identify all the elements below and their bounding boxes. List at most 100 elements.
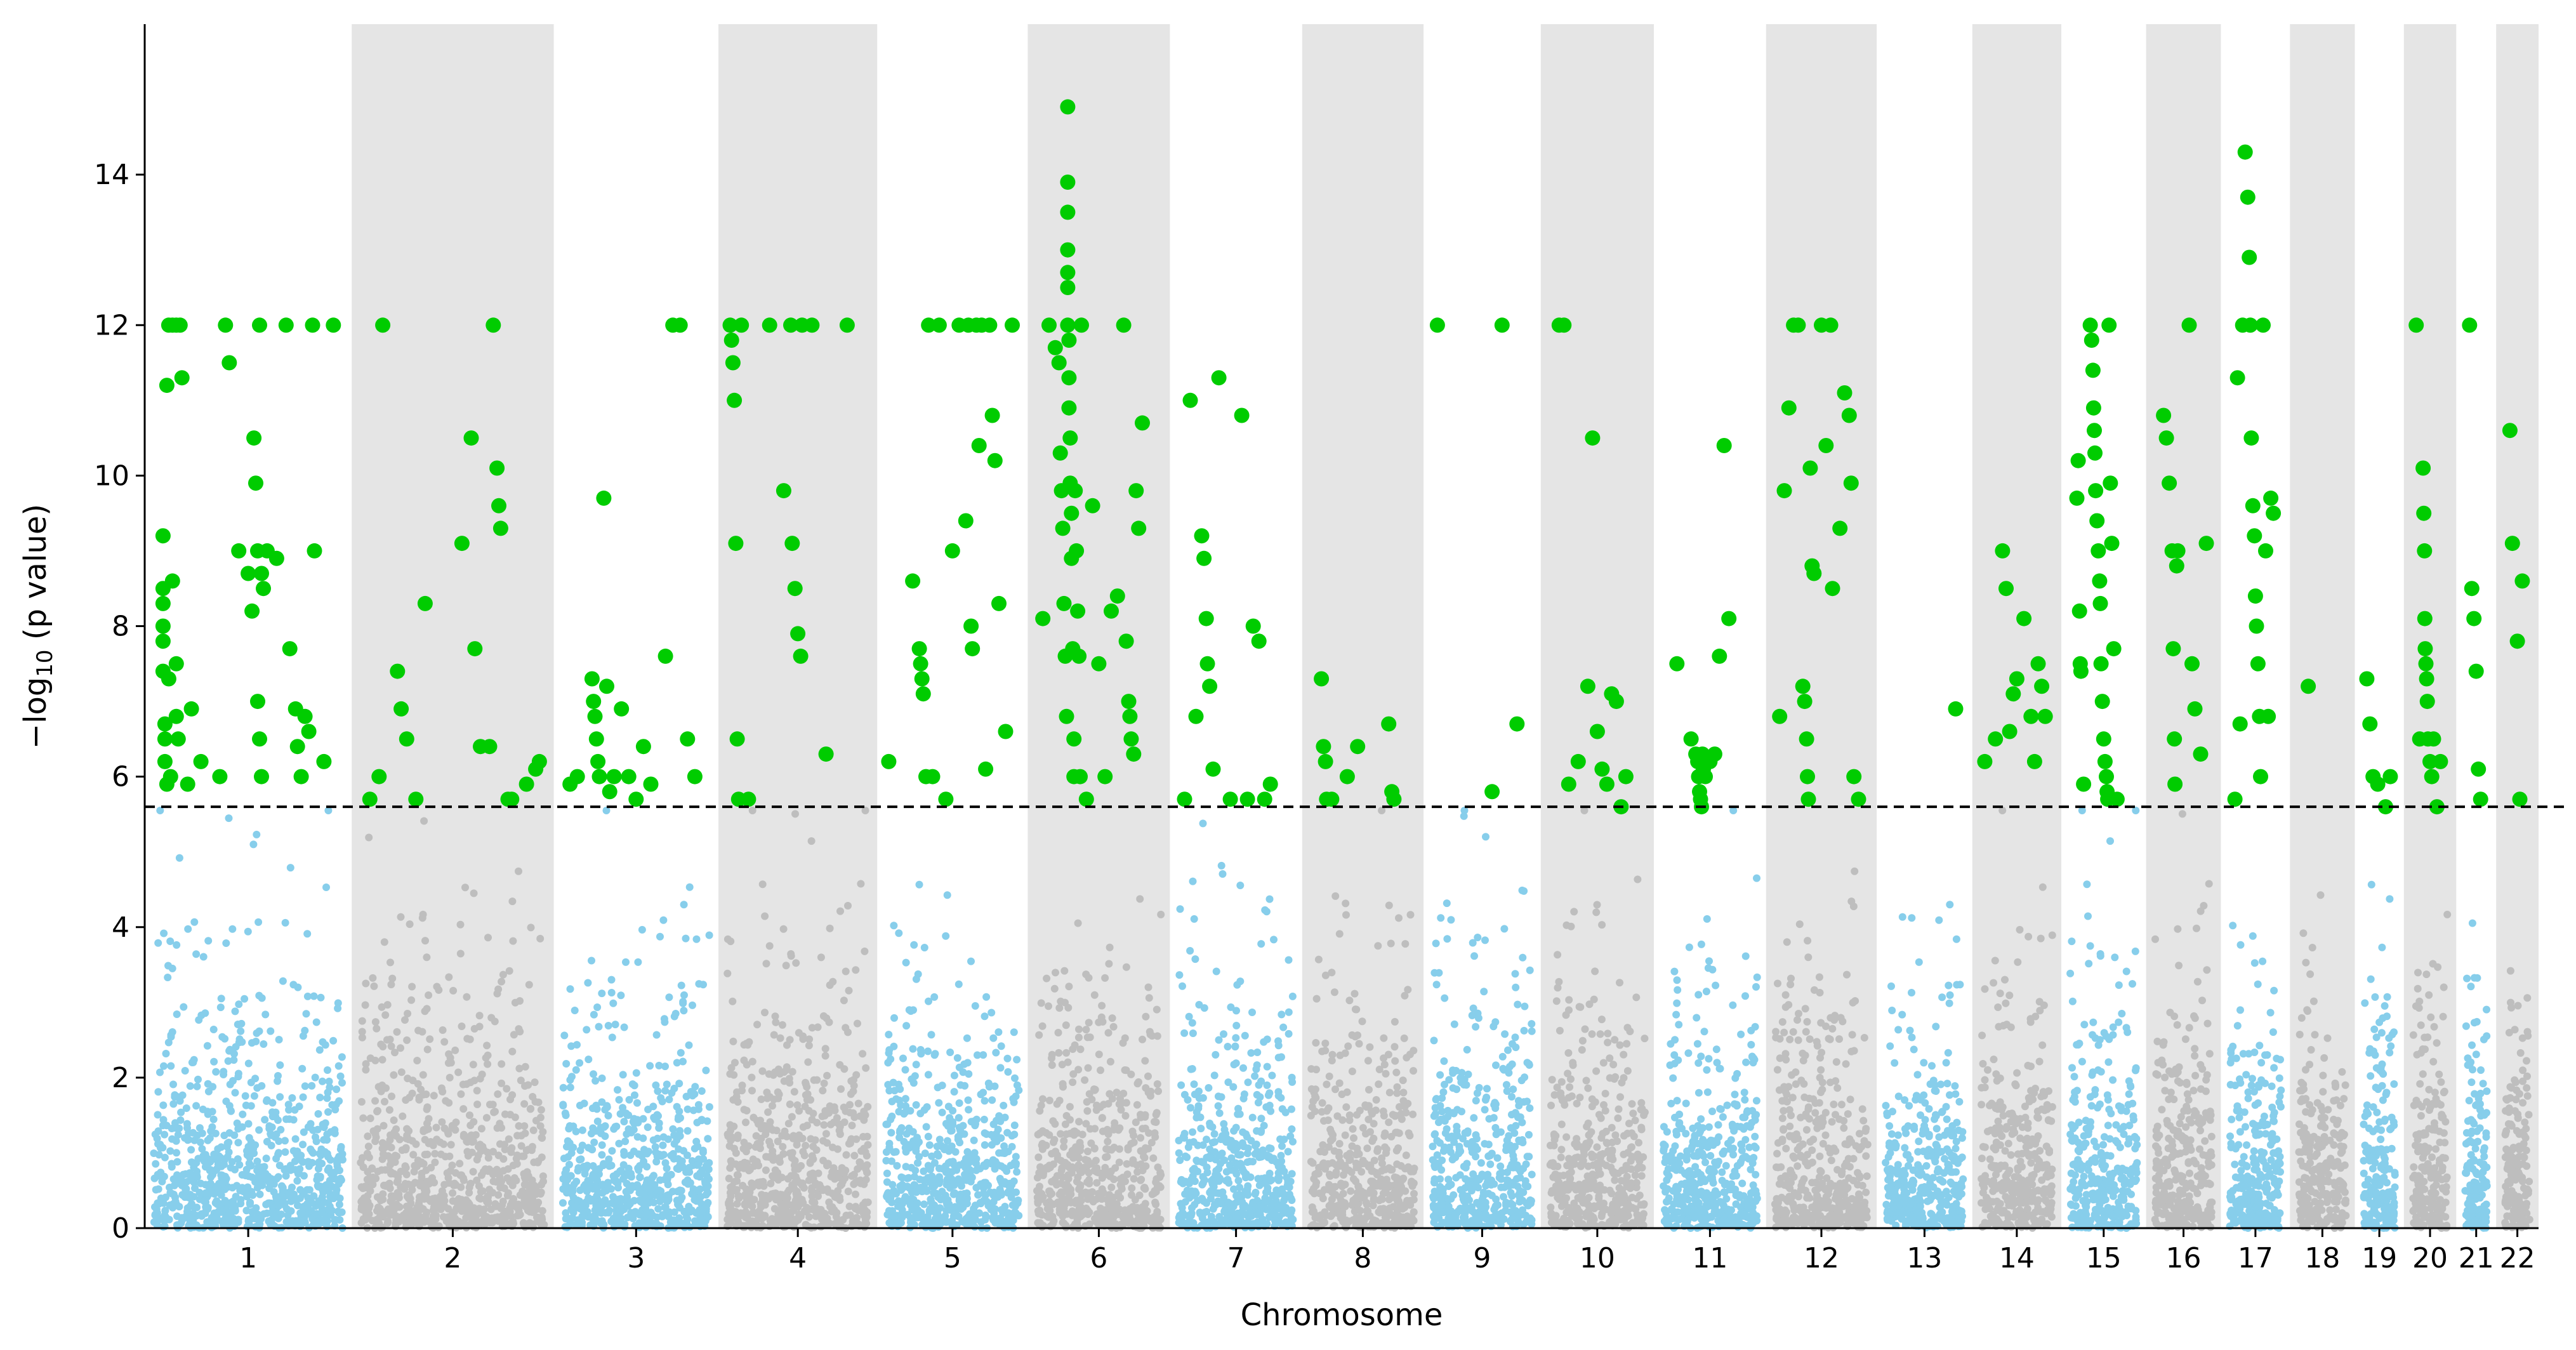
points-chr-21 (2461, 919, 2491, 1232)
significant-point (2250, 656, 2266, 672)
significant-point (2073, 663, 2089, 679)
significant-point (1059, 708, 1074, 724)
significant-point (1494, 317, 1510, 333)
significant-point (628, 791, 644, 807)
significant-point (931, 317, 947, 333)
significant-point (2433, 753, 2448, 769)
y-tick-label: 2 (112, 1062, 129, 1094)
points-chr-13 (1882, 901, 1967, 1232)
significant-point (2093, 656, 2109, 672)
significant-point (2247, 528, 2262, 544)
significant-point (2370, 776, 2386, 792)
significant-point (1806, 566, 1822, 581)
significant-point (590, 753, 606, 769)
significant-point (2162, 475, 2177, 491)
x-tick-label: 19 (2361, 1242, 2397, 1274)
significant-point (635, 739, 651, 755)
significant-chr-16 (2156, 317, 2214, 792)
significant-point (1589, 724, 1605, 739)
significant-point (2096, 731, 2111, 747)
significant-point (491, 498, 506, 513)
x-tick-label: 5 (944, 1242, 961, 1274)
significant-point (606, 769, 622, 784)
significant-point (326, 317, 341, 333)
significant-point (212, 769, 228, 784)
x-tick-label: 11 (1692, 1242, 1727, 1274)
significant-point (1202, 678, 1218, 694)
significant-point (1060, 175, 1076, 190)
significant-point (492, 520, 508, 536)
significant-point (174, 370, 190, 386)
significant-point (1556, 317, 1572, 333)
significant-point (680, 731, 696, 747)
significant-point (982, 317, 998, 333)
significant-point (1073, 769, 1088, 784)
significant-point (244, 603, 260, 619)
x-tick-label: 16 (2166, 1242, 2202, 1274)
significant-chr-13 (1948, 701, 1964, 717)
significant-point (1683, 731, 1699, 747)
significant-point (938, 791, 954, 807)
significant-point (913, 656, 928, 672)
significant-point (1772, 708, 1788, 724)
significant-point (1047, 340, 1063, 355)
significant-point (1776, 483, 1792, 499)
significant-point (2181, 317, 2197, 333)
significant-point (998, 724, 1014, 739)
significant-point (602, 784, 618, 800)
significant-point (1205, 761, 1221, 777)
significant-point (2002, 724, 2018, 739)
significant-point (1251, 633, 1267, 649)
significant-point (925, 769, 941, 784)
significant-point (231, 543, 247, 559)
significant-point (1061, 370, 1077, 386)
significant-point (1802, 460, 1818, 476)
points-chr-7 (1175, 819, 1297, 1232)
significant-point (1429, 317, 1445, 333)
significant-point (728, 536, 744, 552)
significant-chr-7 (1177, 370, 1278, 807)
significant-point (2359, 671, 2375, 687)
points-chr-10 (1546, 807, 1649, 1232)
significant-point (2232, 716, 2248, 732)
significant-point (1061, 333, 1077, 348)
significant-point (978, 761, 994, 777)
significant-point (393, 701, 409, 717)
significant-point (1314, 671, 1330, 687)
significant-point (2037, 708, 2053, 724)
significant-point (2023, 708, 2039, 724)
significant-point (944, 543, 960, 559)
significant-point (1837, 385, 1853, 400)
significant-point (2089, 513, 2105, 529)
significant-point (241, 566, 256, 581)
y-tick-label: 8 (112, 611, 129, 643)
significant-point (2242, 249, 2257, 265)
y-tick-label: 14 (94, 159, 129, 191)
x-tick-label: 22 (2500, 1242, 2535, 1274)
significant-point (293, 769, 309, 784)
significant-chr-19 (2359, 671, 2398, 815)
significant-point (2417, 543, 2433, 559)
significant-point (531, 753, 547, 769)
significant-point (2245, 498, 2261, 513)
significant-chr-3 (562, 317, 703, 807)
significant-point (2382, 769, 2398, 784)
significant-point (1825, 581, 1840, 597)
significant-point (1066, 731, 1082, 747)
significant-point (489, 460, 505, 476)
significant-point (2094, 694, 2110, 710)
significant-point (793, 648, 809, 664)
significant-point (1386, 791, 1402, 807)
y-axis-title-subscript: 10 (32, 649, 58, 677)
significant-point (586, 694, 602, 710)
significant-point (256, 581, 271, 597)
significant-point (1109, 588, 1125, 604)
significant-point (1064, 505, 1080, 521)
significant-point (2263, 490, 2279, 506)
significant-point (2258, 543, 2273, 559)
significant-point (1122, 708, 1138, 724)
significant-point (963, 618, 979, 634)
significant-point (1131, 520, 1147, 536)
significant-point (1060, 99, 1076, 115)
